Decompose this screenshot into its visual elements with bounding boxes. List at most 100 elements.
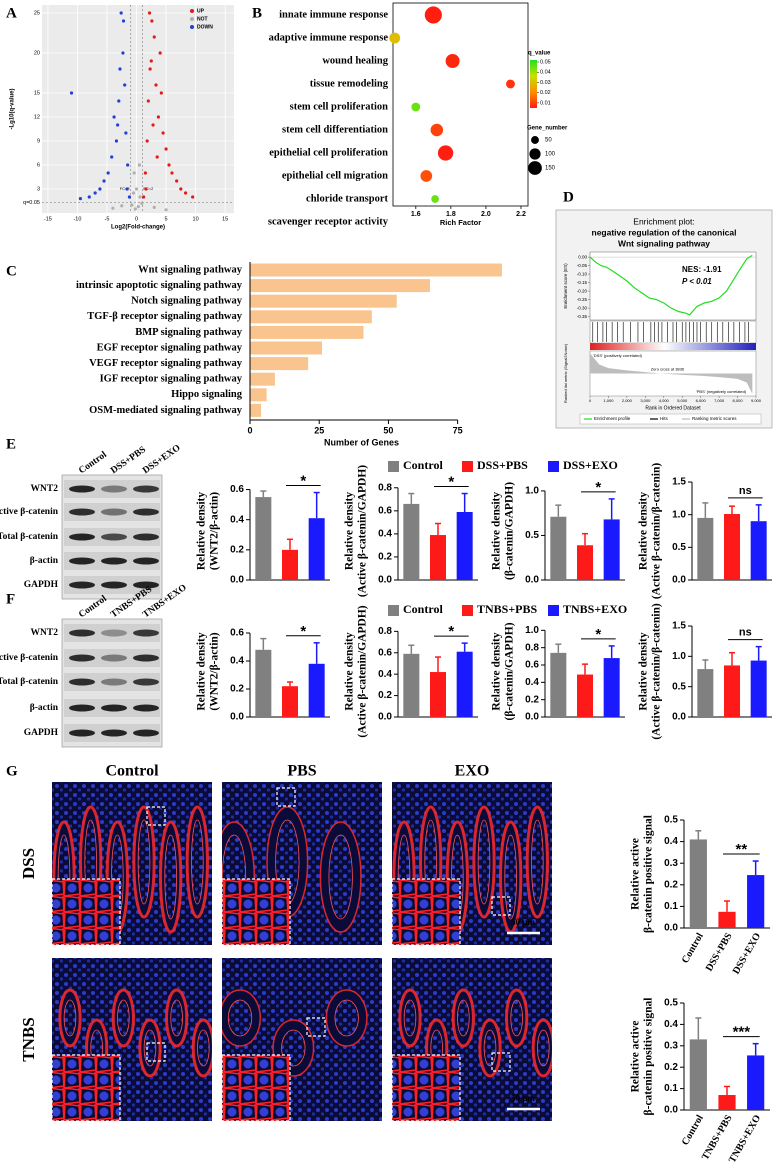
y-axis-label: Relative density [344,492,356,571]
blot-band [69,654,95,662]
significance-label: *** [733,1024,751,1041]
point [116,123,120,127]
legend-swatch [462,461,473,472]
legend-label: TNBS+PBS [477,602,538,616]
point [183,191,188,195]
colorbar-tick-label: 0.05 [540,59,551,65]
bubble [411,102,421,112]
legend-swatch [190,17,194,21]
bar [724,514,740,580]
legend-label: Control [403,602,443,616]
point [175,179,179,183]
y-tick-label: 0.4 [378,529,392,540]
colorbar-tick-label: 0.04 [540,70,551,76]
y-tick-label: 1.5 [672,621,686,632]
inset [52,878,121,945]
point [159,91,163,95]
point [127,195,132,199]
y-axis-label: β-catenin positive signal [643,815,655,933]
x-axis-label: Log2(Fold-change) [111,225,165,231]
x-tick-label: 0 [135,216,138,222]
bubble [424,6,442,24]
blot-band [101,704,127,712]
point [179,187,183,191]
blot-band [101,629,127,637]
crypt-lumen [504,834,517,920]
y-tick-label: 0.6 [525,660,539,671]
y-axis-label: Relative density [491,492,503,571]
bubble [437,145,454,161]
crypt-lumen [477,819,491,905]
y-tick-label: 0.0 [672,575,686,586]
blot-band [101,533,127,541]
significance-label: * [300,473,306,490]
y-tick-label: 0.2 [378,552,392,563]
y-axis-label: (β-catenin/GAPDH) [504,482,516,580]
legend-label: DOWN [197,24,213,30]
legend-label: NOT [197,16,208,22]
point [148,67,152,71]
blot-band [69,629,95,637]
size-legend-swatch [531,136,539,144]
significance-label: * [595,626,601,643]
legend-swatch [190,9,194,13]
panel-letter: B [252,5,262,21]
x-tick-label: 4,000 [659,398,670,403]
point [87,195,91,199]
blot-band [133,629,159,637]
category-label: scavenger receptor activity [268,216,389,227]
point [167,163,171,167]
micrograph [52,958,212,1121]
bubble [420,170,433,182]
y-axis-label: (WNT2/β-actin) [209,632,221,710]
enrichment-curve [589,254,753,316]
rank-colorbar [590,343,756,350]
x-tick-label: 25 [314,425,324,435]
y-axis-label: Relative density [196,632,208,711]
crypt-lumen [328,834,353,920]
category-label: wound healing [322,55,388,66]
y-tick-label: 12 [34,114,40,120]
crypt-lumen [191,819,204,905]
blot-strip [64,649,160,667]
x-axis-label: Rank in Ordered Dataset [645,405,701,411]
bar [282,686,298,717]
x-tick-label: 6,000 [696,398,707,403]
significance-label: * [448,623,454,640]
y-axis-label: (Active β-catenin/β-catenin) [651,463,663,600]
zoom-box [146,806,166,826]
y2-axis-label: Ranked list metric (Signal2Noise) [563,343,568,403]
y-tick-label: 1.0 [672,651,686,662]
blot-band [133,557,159,565]
y-tick-label: q=0.05 [23,200,40,206]
category-label: tissue remodeling [310,78,389,89]
crypt-lumen [170,999,183,1037]
category-label: TGF-β receptor signaling pathway [87,311,243,322]
point [164,147,168,151]
x-tick-label: 50 [383,425,393,435]
size-legend-swatch [529,148,541,160]
point [93,191,97,195]
bar [724,665,740,717]
y-tick-label: 20 [34,50,40,56]
inset [392,1054,461,1121]
crypt-lumen [197,1029,210,1067]
y-tick-label: 0.4 [230,656,244,667]
y-axis-label: Relative density [196,492,208,571]
point [121,51,125,55]
legend-label: DSS+PBS [477,458,528,472]
inset [222,1054,291,1121]
bar [456,511,473,580]
significance-label: ** [735,841,747,858]
y-axis-label: Relative density [638,632,650,711]
y-tick-label: 0.8 [378,626,392,637]
y-tick-label: 1.0 [525,486,539,497]
size-legend-title: Gene_number [527,126,568,132]
y-tick-label: 0.5 [672,681,686,692]
colorbar-tick-label: 0.03 [540,80,551,86]
y-tick-label: 6 [37,162,40,168]
blot-band [133,678,159,686]
y-tick-label: 0.1 [664,901,678,912]
size-legend-label: 100 [545,152,556,158]
point [120,204,124,208]
